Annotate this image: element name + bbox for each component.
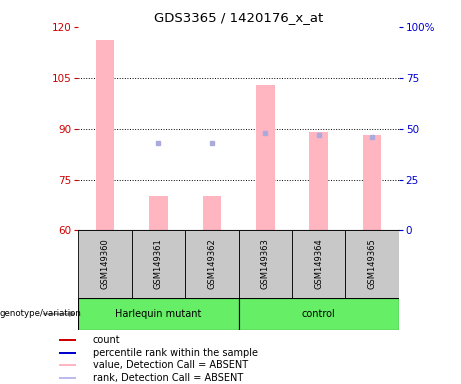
Text: value, Detection Call = ABSENT: value, Detection Call = ABSENT [93, 360, 248, 370]
Bar [96, 40, 114, 230]
Bar [59, 364, 76, 366]
Text: GSM149365: GSM149365 [367, 238, 377, 290]
Bar [309, 132, 328, 230]
Bar [363, 136, 381, 230]
Text: GSM149360: GSM149360 [100, 238, 110, 290]
Text: percentile rank within the sample: percentile rank within the sample [93, 348, 258, 358]
Text: genotype/variation: genotype/variation [0, 310, 82, 318]
Bar [292, 230, 345, 298]
Bar [59, 339, 76, 341]
Bar [132, 230, 185, 298]
Text: rank, Detection Call = ABSENT: rank, Detection Call = ABSENT [93, 373, 243, 383]
Bar [59, 377, 76, 379]
Title: GDS3365 / 1420176_x_at: GDS3365 / 1420176_x_at [154, 11, 323, 24]
Text: GSM149362: GSM149362 [207, 238, 216, 290]
Bar [78, 230, 132, 298]
Bar [59, 352, 76, 354]
Bar [239, 298, 399, 330]
Text: GSM149363: GSM149363 [261, 238, 270, 290]
Bar [78, 298, 239, 330]
Bar [256, 84, 275, 230]
Bar [345, 230, 399, 298]
Bar [149, 197, 168, 230]
Text: count: count [93, 335, 120, 345]
Text: GSM149364: GSM149364 [314, 238, 323, 290]
Bar [185, 230, 239, 298]
Bar [239, 230, 292, 298]
Text: control: control [302, 309, 336, 319]
Text: GSM149361: GSM149361 [154, 238, 163, 290]
Text: Harlequin mutant: Harlequin mutant [115, 309, 201, 319]
Bar [202, 197, 221, 230]
